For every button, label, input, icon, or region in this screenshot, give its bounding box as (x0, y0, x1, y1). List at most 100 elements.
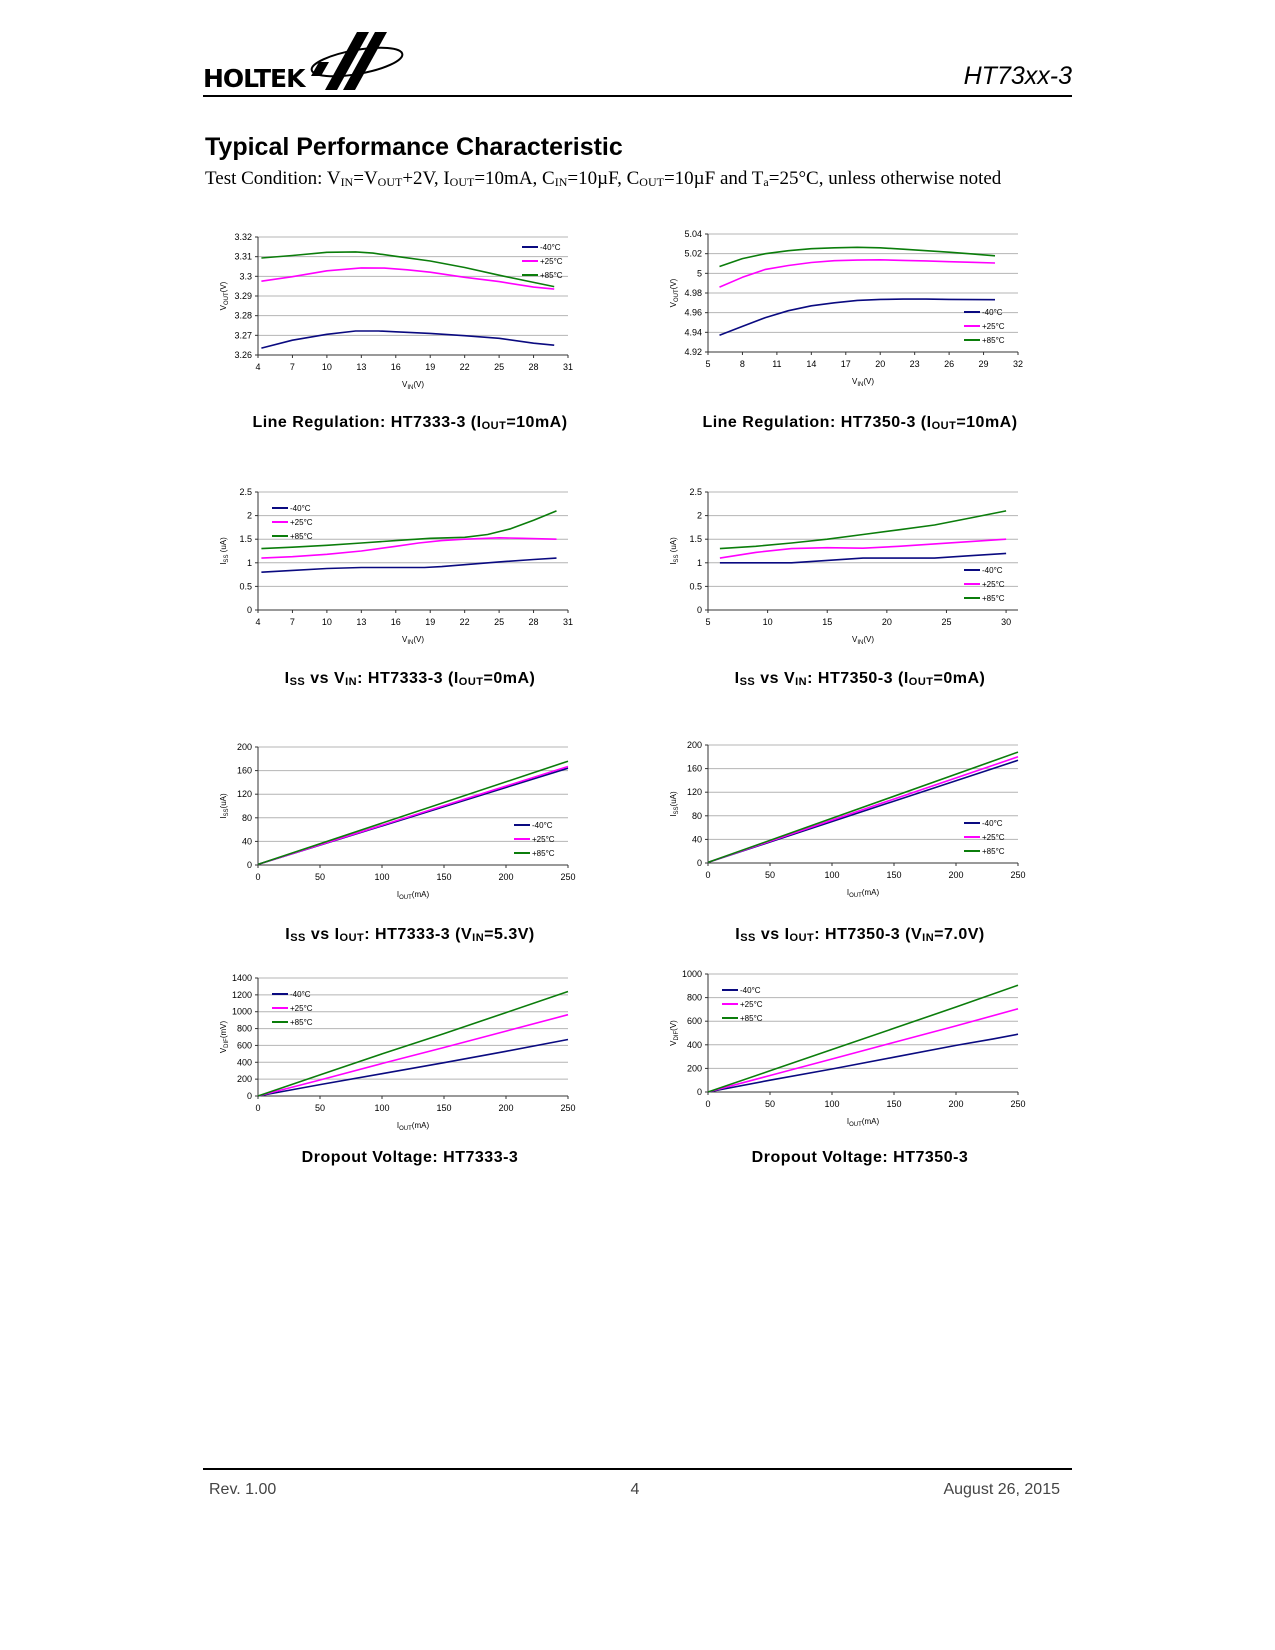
y-tick-label: 0 (247, 860, 252, 870)
y-tick-label: 1.5 (239, 534, 252, 544)
y-axis-label: ISS(uA) (669, 791, 680, 817)
y-tick-label: 800 (237, 1024, 252, 1034)
x-tick-label: 16 (391, 617, 401, 627)
chart-svg: 0 0.5 1 1.5 2 2.5 5 10 15 20 25 30 VIN(V) ISS (uA) -40… (669, 487, 1018, 646)
x-tick-label: 150 (886, 1099, 901, 1109)
caption-line-regulation-ht7350: Line Regulation: HT7350-3 (IOUT=10mA) (702, 414, 1018, 432)
x-tick-label: 22 (460, 617, 470, 627)
y-tick-label: 200 (687, 740, 702, 750)
legend-label: +25°C (290, 1004, 313, 1013)
x-tick-label: 13 (356, 617, 366, 627)
y-tick-label: 1400 (232, 973, 252, 983)
y-axis-label: ISS (uA) (669, 537, 680, 565)
section-title: Typical Performance Characteristic (205, 133, 623, 161)
caption-dropout-ht7350: Dropout Voltage: HT7350-3 (751, 1149, 969, 1166)
y-tick-label: 3.32 (234, 232, 252, 242)
x-tick-label: 200 (948, 870, 963, 880)
series-line (261, 510, 557, 550)
footer-rule (203, 1468, 1072, 1470)
x-tick-label: 10 (322, 362, 332, 372)
y-tick-label: 3.31 (234, 252, 252, 262)
y-tick-label: 0 (697, 605, 702, 615)
x-tick-label: 10 (322, 617, 332, 627)
series-line (257, 1038, 569, 1097)
chart-iss-vs-vin-ht7350: 0 0.5 1 1.5 2 2.5 5 10 15 20 25 30 VIN(V) ISS (uA) -40… (660, 480, 1030, 650)
legend-label: +85°C (290, 1018, 313, 1027)
x-tick-label: 31 (563, 617, 573, 627)
y-tick-label: 3.3 (239, 271, 252, 281)
y-tick-label: 0.5 (689, 581, 702, 591)
holtek-logo: HOLTEK (203, 28, 404, 96)
y-tick-label: 0 (247, 605, 252, 615)
x-axis-label: VIN(V) (402, 380, 424, 391)
series-line (719, 258, 996, 288)
x-tick-label: 28 (529, 362, 539, 372)
x-tick-label: 19 (425, 362, 435, 372)
y-tick-label: 200 (237, 742, 252, 752)
series-line (261, 267, 555, 290)
legend-label: -40°C (982, 308, 1003, 317)
y-tick-label: 5.02 (684, 249, 702, 259)
y-tick-label: 3.28 (234, 311, 252, 321)
x-tick-label: 150 (886, 870, 901, 880)
y-tick-label: 40 (692, 834, 702, 844)
x-tick-label: 50 (315, 1103, 325, 1113)
x-tick-label: 32 (1013, 359, 1023, 369)
chart-dropout-ht7350: 0 200 400 600 800 1000 0 50 100 150 200 250 IOUT(mA)… (660, 962, 1030, 1132)
chart-iss-vs-iout-ht7333: 0 40 80 120 160 200 0 50 100 150 200 250 IOUT(mA) ISS… (210, 735, 580, 905)
y-tick-label: 5.04 (684, 229, 702, 239)
y-tick-label: 2.5 (239, 487, 252, 497)
x-axis-label: IOUT(mA) (847, 1117, 880, 1128)
chart-iss-vs-iout-ht7350: 0 40 80 120 160 200 0 50 100 150 200 250 IOUT(mA) ISS… (660, 733, 1030, 903)
revision: Rev. 1.00 (209, 1481, 277, 1498)
x-tick-label: 28 (529, 617, 539, 627)
x-tick-label: 50 (315, 872, 325, 882)
x-tick-label: 0 (255, 872, 260, 882)
x-tick-label: 200 (498, 872, 513, 882)
x-tick-label: 50 (765, 870, 775, 880)
caption-iss-vs-vin-ht7333: ISS vs VIN: HT7333-3 (IOUT=0mA) (284, 670, 536, 688)
chart-svg: 3.26 3.27 3.28 3.29 3.3 3.31 3.32 4 7 10 13 16 19 22 2… (219, 232, 573, 391)
chart-line-regulation-ht7350: 4.92 4.94 4.96 4.98 5 5.02 5.04 5 8 11 14 17 20 23 26 2… (660, 222, 1030, 392)
x-tick-label: 150 (436, 872, 451, 882)
y-tick-label: 0 (697, 858, 702, 868)
x-axis-label: VIN(V) (852, 635, 874, 646)
series-line (707, 751, 1019, 864)
y-axis-label: ISS (uA) (219, 537, 230, 565)
y-tick-label: 800 (687, 993, 702, 1003)
x-tick-label: 13 (356, 362, 366, 372)
x-axis-label: IOUT(mA) (397, 1121, 430, 1132)
x-tick-label: 200 (948, 1099, 963, 1109)
y-tick-label: 200 (237, 1074, 252, 1084)
logo-text: HOLTEK (203, 64, 305, 93)
series-line (257, 990, 569, 1097)
y-tick-label: 1000 (682, 969, 702, 979)
legend-label: +25°C (982, 580, 1005, 589)
legend-label: +25°C (740, 1000, 763, 1009)
y-tick-label: 600 (687, 1016, 702, 1026)
y-tick-label: 400 (687, 1040, 702, 1050)
legend-label: +85°C (532, 849, 555, 858)
legend-label: +85°C (290, 532, 313, 541)
series-line (257, 765, 569, 866)
x-tick-label: 7 (290, 617, 295, 627)
series-line (261, 330, 555, 349)
legend-label: +85°C (540, 271, 563, 280)
x-tick-label: 100 (374, 872, 389, 882)
x-tick-label: 0 (705, 870, 710, 880)
x-tick-label: 16 (391, 362, 401, 372)
legend-label: +85°C (740, 1014, 763, 1023)
series-line (261, 251, 555, 288)
x-tick-label: 19 (425, 617, 435, 627)
x-tick-label: 0 (255, 1103, 260, 1113)
legend-label: +85°C (982, 594, 1005, 603)
legend-label: -40°C (290, 504, 311, 513)
y-tick-label: 4.92 (684, 347, 702, 357)
y-tick-label: 200 (687, 1063, 702, 1073)
chart-svg: 4.92 4.94 4.96 4.98 5 5.02 5.04 5 8 11 14 17 20 23 26 2… (669, 229, 1023, 388)
y-tick-label: 0 (247, 1091, 252, 1101)
legend-label: -40°C (540, 243, 561, 252)
test-condition: Test Condition: VIN=VOUT+2V, IOUT=10mA, … (205, 168, 1002, 189)
y-tick-label: 3.29 (234, 291, 252, 301)
y-tick-label: 3.26 (234, 350, 252, 360)
